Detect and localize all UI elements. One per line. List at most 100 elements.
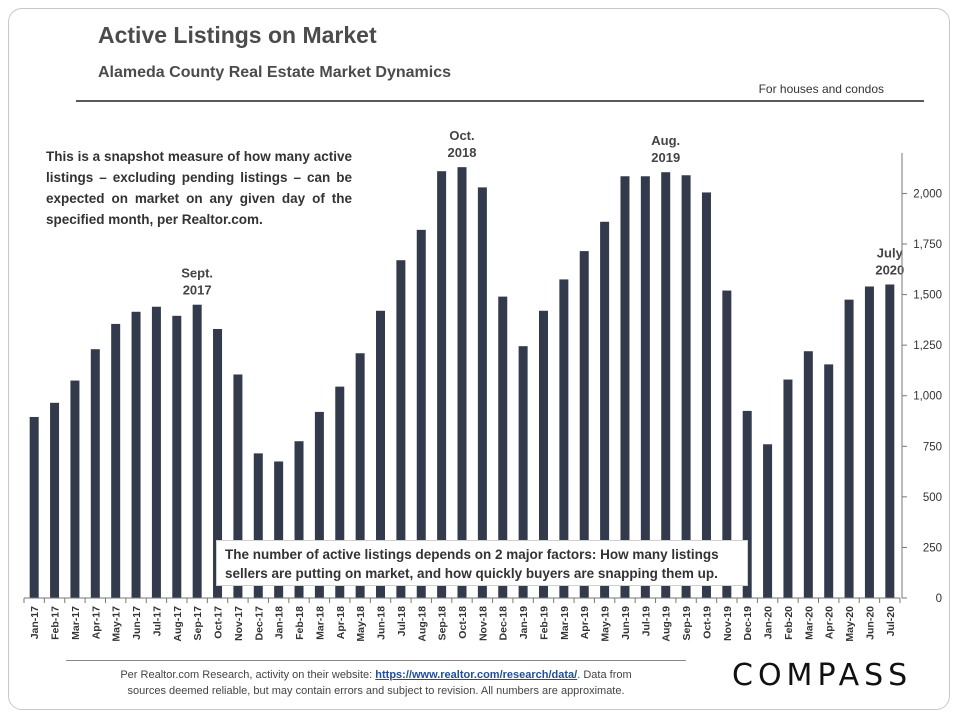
x-tick-label: Nov-17	[233, 606, 245, 641]
data-annotation: Oct.	[449, 128, 474, 143]
x-tick-label: Feb-20	[783, 606, 795, 640]
x-tick-label: Jan-18	[274, 606, 286, 639]
bar	[518, 346, 528, 598]
x-tick-label: Sep-18	[437, 606, 449, 641]
bar	[70, 380, 80, 598]
bars-group	[29, 167, 895, 599]
y-axis: 0 250 500 750 1,000 1,250 1,500 1,750 2,000	[901, 153, 942, 605]
x-tick-label: Jul-20	[885, 606, 897, 637]
source-link[interactable]: https://www.realtor.com/research/data/	[375, 669, 578, 681]
x-tick-label: Feb-18	[294, 606, 306, 640]
x-tick-label: Jun-17	[131, 606, 143, 640]
x-tick-label: Feb-19	[538, 606, 550, 640]
x-tick-label: Jan-17	[29, 606, 41, 639]
data-annotation: Sept.	[181, 266, 213, 281]
bar	[559, 279, 569, 598]
x-tick-label: Jan-20	[763, 606, 775, 639]
x-tick-label: Mar-18	[314, 606, 326, 640]
bar	[701, 192, 711, 598]
y-tick-label: 500	[923, 492, 942, 504]
bar	[763, 444, 773, 598]
bar	[294, 441, 304, 598]
bar	[396, 260, 406, 598]
x-tick-label: Jun-19	[620, 606, 632, 640]
bar	[538, 310, 548, 598]
bar	[437, 171, 447, 599]
data-annotation: 2018	[448, 145, 477, 160]
y-tick-label: 1,250	[913, 340, 942, 352]
source-footer: Per Realtor.com Research, activity on th…	[66, 660, 686, 699]
bar	[90, 349, 100, 598]
x-tick-label: Sep-19	[681, 606, 693, 641]
bar	[844, 299, 854, 598]
x-tick-label: Jul-17	[151, 606, 163, 637]
x-tick-label: Jun-20	[864, 606, 876, 640]
data-annotation: 2020	[875, 262, 904, 277]
x-tick-label: Oct-18	[457, 606, 469, 639]
y-tick-label: 1,000	[913, 391, 942, 403]
footer-suffix: . Data from	[577, 669, 632, 681]
y-tick-label: 750	[923, 441, 942, 453]
factors-line-2: sellers are putting on market, and how q…	[225, 566, 718, 581]
y-tick-label: 1,750	[913, 239, 942, 251]
bar	[416, 229, 426, 598]
factors-line-1: The number of active listings depends on…	[225, 547, 719, 562]
x-tick-label: Aug-17	[172, 606, 184, 642]
factors-note: The number of active listings depends on…	[216, 540, 748, 586]
footer-prefix: Per Realtor.com Research, activity on th…	[120, 669, 376, 681]
bar	[803, 351, 813, 598]
footer-line-2: sources deemed reliable, but may contain…	[127, 685, 625, 697]
bar	[457, 167, 467, 598]
bar	[722, 290, 732, 598]
annotations-group: Sept. 2017 Oct. 2018 Aug. 2019 July 2020	[181, 128, 904, 298]
bar	[600, 221, 610, 599]
x-tick-label: Aug-19	[661, 606, 673, 642]
y-tick-label: 2,000	[913, 188, 942, 200]
x-tick-label: Sep-17	[192, 606, 204, 641]
x-tick-label: Apr-19	[579, 606, 591, 639]
compass-logo: COMPASS	[732, 658, 913, 693]
bar	[824, 364, 834, 598]
data-annotation: 2017	[183, 283, 212, 298]
bar	[111, 323, 121, 598]
bar	[192, 304, 202, 598]
bar	[253, 453, 263, 598]
bar	[681, 175, 691, 598]
x-tick-label: Oct-19	[701, 606, 713, 639]
x-tick-label: Feb-17	[50, 606, 62, 640]
bar	[172, 315, 182, 598]
bar	[579, 251, 589, 598]
bar	[376, 310, 386, 598]
bar	[885, 284, 895, 598]
chart-title: Active Listings on Market	[98, 22, 377, 48]
x-tick-label: May-20	[844, 606, 856, 642]
x-tick-label: Mar-17	[70, 606, 82, 640]
header-divider	[76, 100, 924, 102]
x-tick-label: May-19	[600, 606, 612, 642]
x-tick-label: May-18	[355, 606, 367, 642]
data-annotation: Aug.	[651, 133, 680, 148]
x-tick-label: Dec-19	[742, 606, 754, 641]
bar	[783, 379, 793, 598]
y-tick-label: 1,500	[913, 290, 942, 302]
x-tick-label: Oct-17	[213, 606, 225, 639]
y-tick-label: 0	[936, 593, 942, 605]
bar	[274, 461, 284, 598]
bar	[233, 374, 243, 598]
bar	[864, 286, 874, 598]
bar	[661, 172, 671, 598]
bar	[29, 416, 39, 598]
description-text: This is a snapshot measure of how many a…	[46, 149, 352, 227]
data-annotation: July	[877, 245, 904, 260]
bar	[498, 296, 508, 598]
bar	[151, 306, 161, 598]
data-annotation: 2019	[651, 150, 680, 165]
x-tick-label: Mar-20	[803, 606, 815, 640]
x-tick-label: May-17	[111, 606, 123, 642]
x-tick-label: Jul-19	[640, 606, 652, 637]
chart-subtitle: Alameda County Real Estate Market Dynami…	[98, 64, 452, 81]
bar	[620, 176, 630, 599]
x-tick-label: Apr-17	[90, 606, 102, 639]
bar	[213, 328, 223, 598]
